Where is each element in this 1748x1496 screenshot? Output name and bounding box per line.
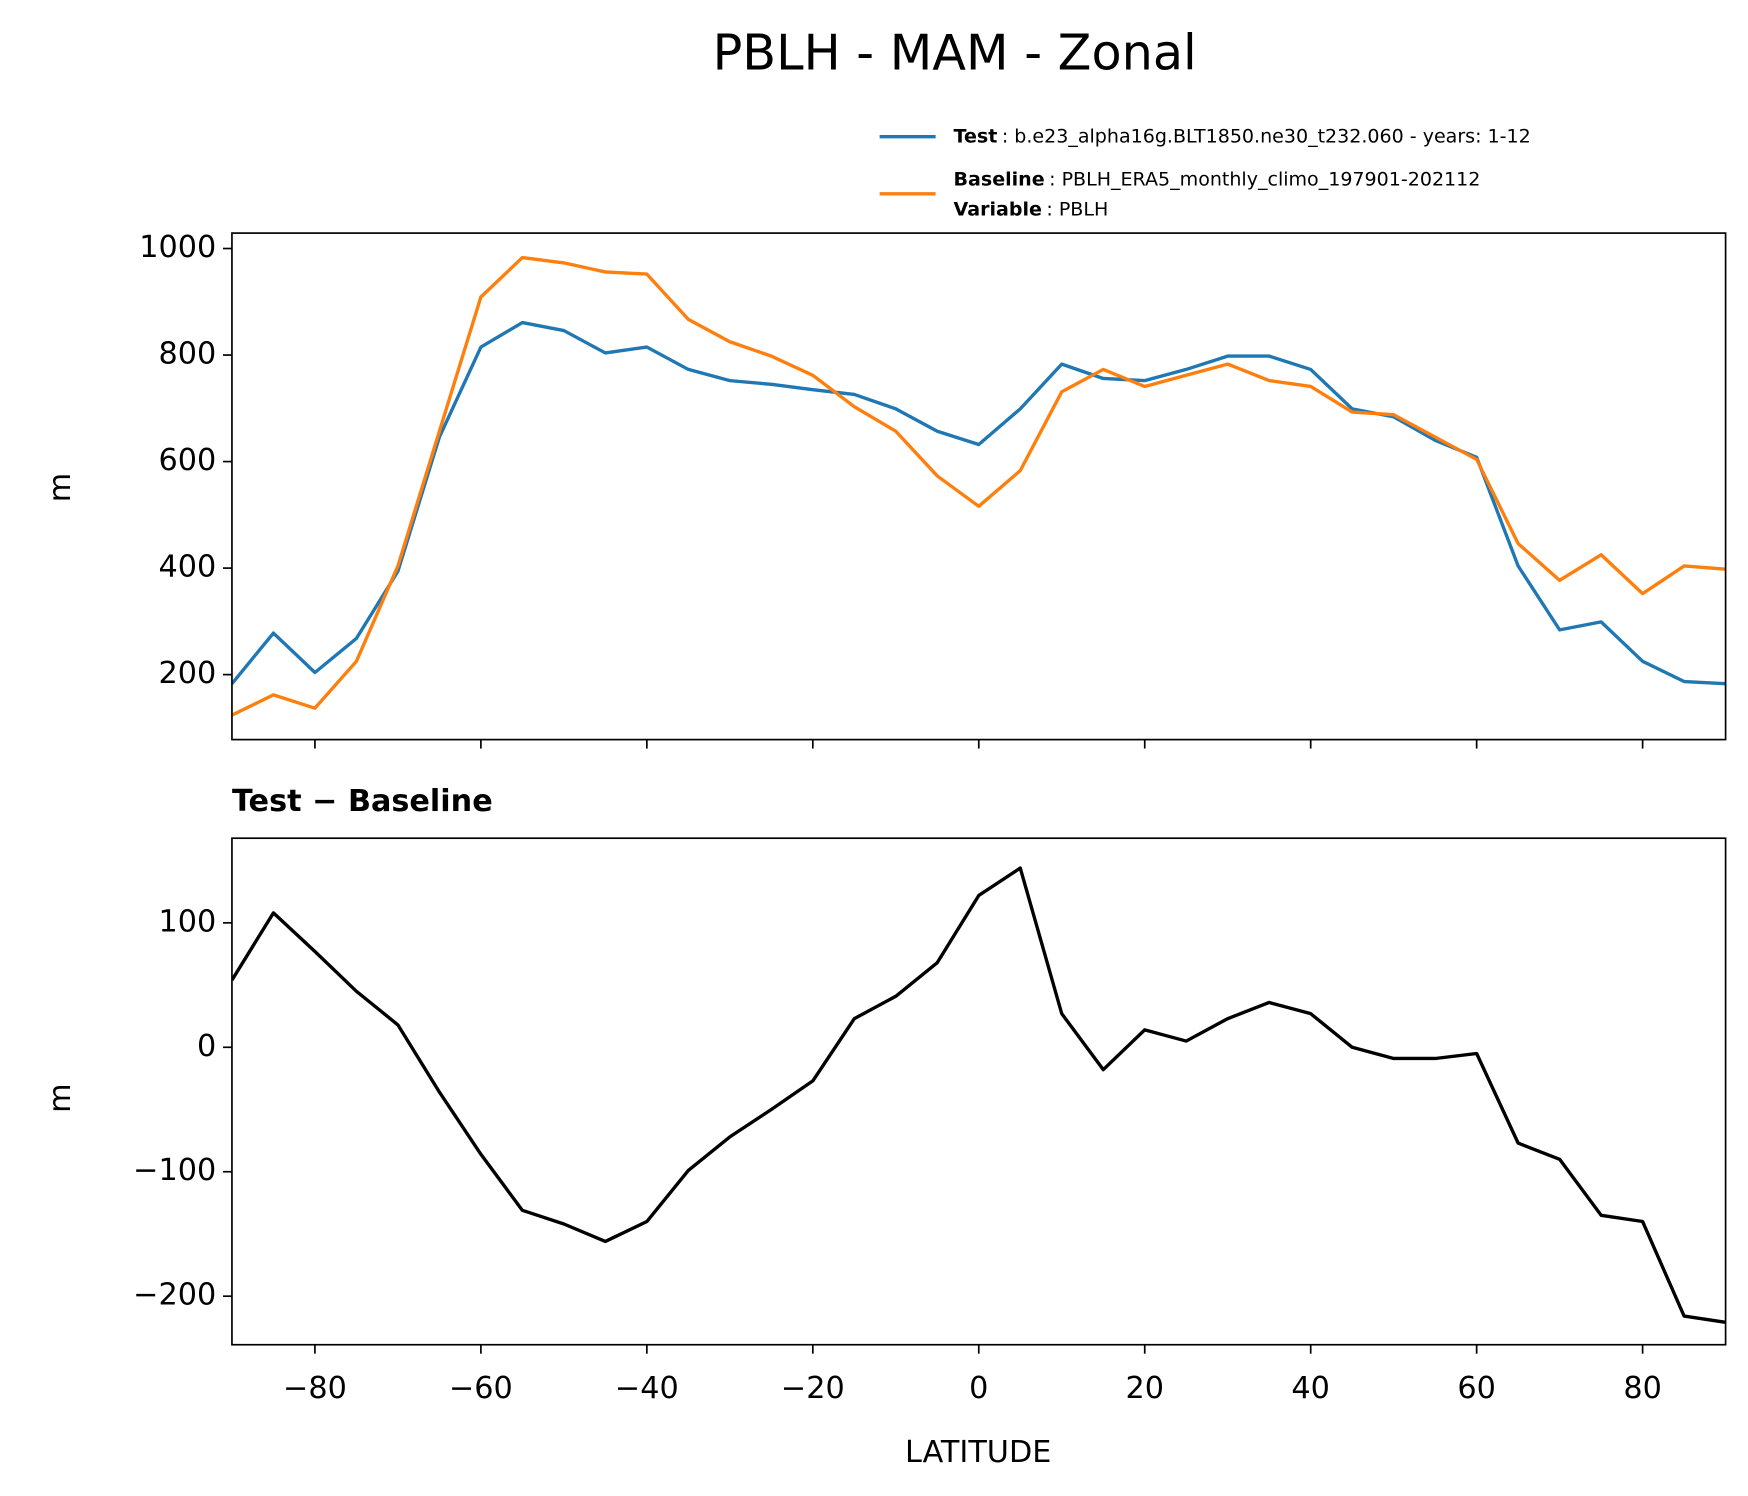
legend-name: Variable bbox=[954, 198, 1042, 220]
legend-label: Variable: PBLH bbox=[954, 198, 1109, 220]
legend-description: : PBLH bbox=[1046, 198, 1108, 220]
legend-label: Test: b.e23_alpha16g.BLT1850.ne30_t232.0… bbox=[954, 125, 1531, 147]
y-tick-label: 400 bbox=[159, 550, 217, 585]
y-tick-label: 100 bbox=[159, 904, 217, 939]
series-line bbox=[231, 255, 1726, 717]
x-tick-label: 40 bbox=[1291, 1371, 1329, 1406]
x-tick-label: 60 bbox=[1457, 1371, 1495, 1406]
y-tick-label: 1000 bbox=[139, 230, 216, 265]
x-tick-label: −60 bbox=[449, 1371, 513, 1406]
legend-name: Test bbox=[954, 125, 998, 147]
plot-frame bbox=[231, 837, 1727, 1346]
x-tick-label: 0 bbox=[969, 1371, 988, 1406]
y-axis-label: m bbox=[43, 1083, 78, 1112]
y-tick-label: −100 bbox=[133, 1153, 216, 1188]
series-line bbox=[231, 320, 1726, 686]
y-tick-label: 200 bbox=[159, 656, 217, 691]
plot-frame bbox=[231, 232, 1727, 741]
chart-title: PBLH - MAM - Zonal bbox=[713, 24, 1197, 82]
y-tick-label: 600 bbox=[159, 443, 217, 478]
x-tick-label: −80 bbox=[283, 1371, 347, 1406]
legend-description: : PBLH_ERA5_monthly_climo_197901-202112 bbox=[1049, 168, 1480, 190]
legend-label: Baseline: PBLH_ERA5_monthly_climo_197901… bbox=[954, 168, 1481, 190]
x-tick-label: 20 bbox=[1125, 1371, 1163, 1406]
y-tick-label: 0 bbox=[197, 1029, 216, 1064]
y-tick-label: 800 bbox=[159, 337, 217, 372]
x-tick-label: −40 bbox=[615, 1371, 679, 1406]
panel-title: Test − Baseline bbox=[232, 784, 493, 819]
y-axis-label: m bbox=[43, 473, 78, 502]
x-tick-label: −20 bbox=[781, 1371, 845, 1406]
x-tick-label: 80 bbox=[1623, 1371, 1661, 1406]
y-tick-label: −200 bbox=[133, 1278, 216, 1313]
legend-name: Baseline bbox=[954, 168, 1045, 190]
legend-description: : b.e23_alpha16g.BLT1850.ne30_t232.060 -… bbox=[1002, 125, 1531, 147]
series-line bbox=[231, 866, 1726, 1324]
x-axis-label: LATITUDE bbox=[905, 1435, 1051, 1470]
